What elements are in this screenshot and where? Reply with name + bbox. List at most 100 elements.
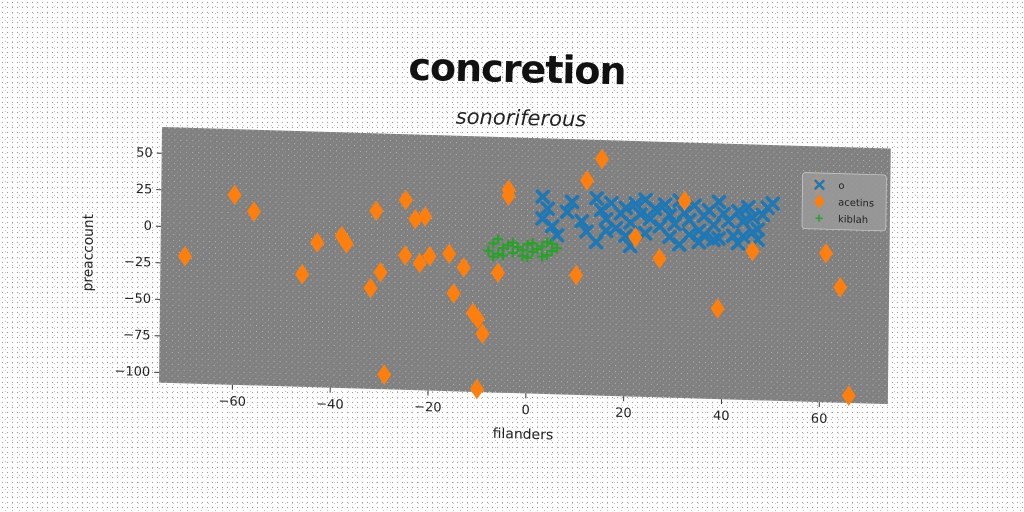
data-point [517, 251, 528, 261]
data-point [527, 238, 538, 249]
data-point [564, 194, 580, 210]
data-point [246, 201, 261, 222]
data-point [339, 233, 354, 254]
y-axis-label: preaccount [80, 213, 97, 291]
legend-entry-label: o [838, 181, 844, 192]
data-point [493, 234, 504, 245]
data-point [369, 200, 384, 222]
data-point [633, 206, 648, 222]
y-tick-label: −25 [124, 255, 152, 271]
legend-entry-label: kiblah [838, 214, 868, 226]
data-point [544, 218, 560, 234]
data-marks [177, 148, 856, 407]
data-point [551, 243, 562, 254]
y-tick-label: 0 [144, 219, 152, 234]
data-point [422, 245, 437, 267]
legend-marker [814, 179, 825, 191]
data-point [483, 245, 494, 256]
data-point [310, 232, 325, 253]
data-point [542, 237, 553, 248]
data-point [522, 252, 533, 263]
plot-background [159, 127, 891, 405]
data-point [745, 240, 760, 262]
data-point [377, 364, 392, 385]
data-point [475, 323, 490, 345]
data-point [507, 237, 518, 248]
data-point [574, 213, 590, 229]
data-point [677, 190, 692, 212]
x-tick-label: 40 [713, 409, 730, 424]
data-point [507, 247, 518, 258]
data-point [598, 223, 614, 239]
legend-entry-label: acetins [838, 198, 874, 210]
chart-subtitle: sonoriferous [456, 105, 587, 132]
data-point [501, 185, 516, 207]
data-point [418, 206, 433, 227]
plot-area: 50 25 0 −25 −50 −75 −100 −60 −40 −20 0 20 40 60 fila… [80, 127, 891, 444]
data-point [398, 189, 413, 211]
data-point [497, 250, 509, 261]
y-tick-label: −100 [114, 364, 150, 380]
data-point [710, 298, 725, 319]
data-point [671, 237, 687, 252]
data-point [731, 203, 746, 219]
data-point [373, 261, 388, 283]
data-point [618, 228, 633, 244]
data-point [730, 236, 746, 251]
data-point [765, 196, 781, 211]
data-point [647, 201, 663, 217]
data-point [657, 197, 673, 213]
data-point [559, 204, 575, 220]
x-axis: −60 −40 −20 0 20 40 60 [218, 384, 827, 427]
series-kiblah [483, 234, 562, 263]
y-tick-label: 50 [136, 146, 153, 161]
data-point [542, 250, 553, 261]
data-point [522, 239, 533, 250]
data-point [295, 264, 310, 285]
data-point [740, 199, 756, 215]
data-point [549, 227, 565, 243]
x-tick-label: 60 [811, 412, 828, 427]
data-point [177, 245, 192, 267]
legend: o acetins kiblah [801, 172, 887, 232]
data-point [470, 308, 485, 330]
x-axis-label: filanders [493, 426, 554, 444]
data-point [618, 200, 634, 216]
x-tick-label: −40 [316, 397, 344, 413]
legend-marker [815, 214, 823, 222]
legend-marker [814, 194, 825, 209]
data-point [488, 251, 499, 262]
data-point [363, 277, 378, 299]
data-point [706, 232, 721, 248]
data-point [711, 194, 727, 210]
data-point [580, 170, 595, 191]
x-tick-label: −60 [218, 394, 246, 410]
data-point [442, 243, 457, 265]
data-point [488, 238, 499, 249]
data-point [227, 184, 242, 206]
data-point [841, 385, 856, 407]
data-point [535, 189, 551, 205]
y-tick-label: −50 [124, 291, 152, 307]
data-point [652, 248, 667, 269]
y-tick-label: −75 [123, 328, 151, 344]
series-o [535, 189, 781, 254]
y-tick-label: 25 [136, 182, 153, 197]
x-tick-label: 0 [521, 403, 529, 418]
y-axis: 50 25 0 −25 −50 −75 −100 [114, 146, 162, 380]
data-point [745, 224, 761, 240]
data-point [469, 378, 484, 400]
series-acetins [177, 148, 856, 407]
data-point [408, 208, 423, 230]
data-point [691, 234, 707, 250]
data-point [667, 216, 682, 232]
data-point [588, 234, 604, 250]
data-point [628, 196, 644, 212]
data-point [628, 227, 643, 248]
x-tick-label: −20 [414, 400, 442, 416]
data-point [540, 201, 555, 216]
data-point [537, 251, 548, 262]
data-point [490, 262, 505, 284]
data-point [589, 190, 604, 206]
